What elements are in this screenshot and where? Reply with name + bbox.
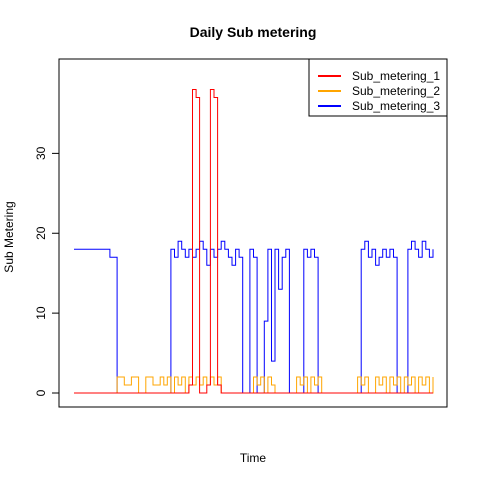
y-tick-label-20: 20 [34, 226, 48, 240]
plot-frame [58, 58, 448, 408]
series-line-sub-metering-3 [74, 240, 434, 394]
y-tick-label-30: 30 [34, 146, 48, 160]
legend: Sub_metering_1Sub_metering_2Sub_metering… [308, 58, 448, 117]
series-layer [74, 89, 434, 394]
y-tick-label-0: 0 [34, 389, 48, 396]
chart-title: Daily Sub metering [190, 24, 317, 40]
legend-label-sub-metering-1: Sub_metering_1 [352, 69, 440, 83]
x-axis-label: Time [240, 451, 267, 465]
series-line-sub-metering-1 [74, 89, 433, 394]
series-line-sub-metering-2 [74, 376, 434, 394]
y-axis: 0 10 20 30 [34, 146, 60, 396]
y-tick-label-10: 10 [34, 306, 48, 320]
legend-label-sub-metering-3: Sub_metering_3 [352, 99, 440, 113]
legend-label-sub-metering-2: Sub_metering_2 [352, 84, 440, 98]
y-axis-label: Sub Metering [2, 201, 16, 272]
